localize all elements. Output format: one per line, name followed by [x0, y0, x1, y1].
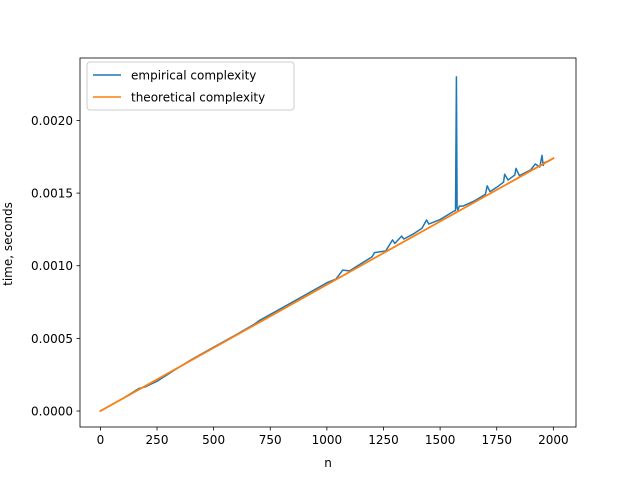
- x-tick-label: 750: [259, 433, 282, 447]
- y-tick-label: 0.0010: [31, 259, 73, 273]
- legend-label-empirical: empirical complexity: [131, 69, 256, 83]
- x-tick-label: 1500: [425, 433, 456, 447]
- axes-frame: [79, 57, 577, 428]
- x-tick-label: 1000: [312, 433, 343, 447]
- legend-frame: [86, 61, 295, 111]
- x-tick-label: 0: [97, 433, 105, 447]
- axes: 0 250 500 750 1000 1250 1500 1750 2000 0.0000 0.00…: [31, 57, 577, 447]
- y-tick-label: 0.0005: [31, 332, 73, 346]
- x-tick-label: 250: [146, 433, 169, 447]
- y-tick-label: 0.0000: [31, 405, 73, 419]
- y-tick-label: 0.0015: [31, 187, 73, 201]
- y-tick-label: 0.0020: [31, 114, 73, 128]
- legend-label-theoretical: theoretical complexity: [131, 91, 265, 105]
- x-tick-label: 2000: [538, 433, 569, 447]
- x-tick-label: 1250: [368, 433, 399, 447]
- series-line-theoretical: [99, 157, 555, 413]
- legend: empirical complexity theoretical complex…: [86, 61, 295, 111]
- x-tick-label: 500: [202, 433, 225, 447]
- x-axis-label: n: [324, 456, 332, 470]
- y-axis-label: time, seconds: [1, 202, 15, 286]
- plot-area: [99, 76, 555, 413]
- x-tick-label: 1750: [481, 433, 512, 447]
